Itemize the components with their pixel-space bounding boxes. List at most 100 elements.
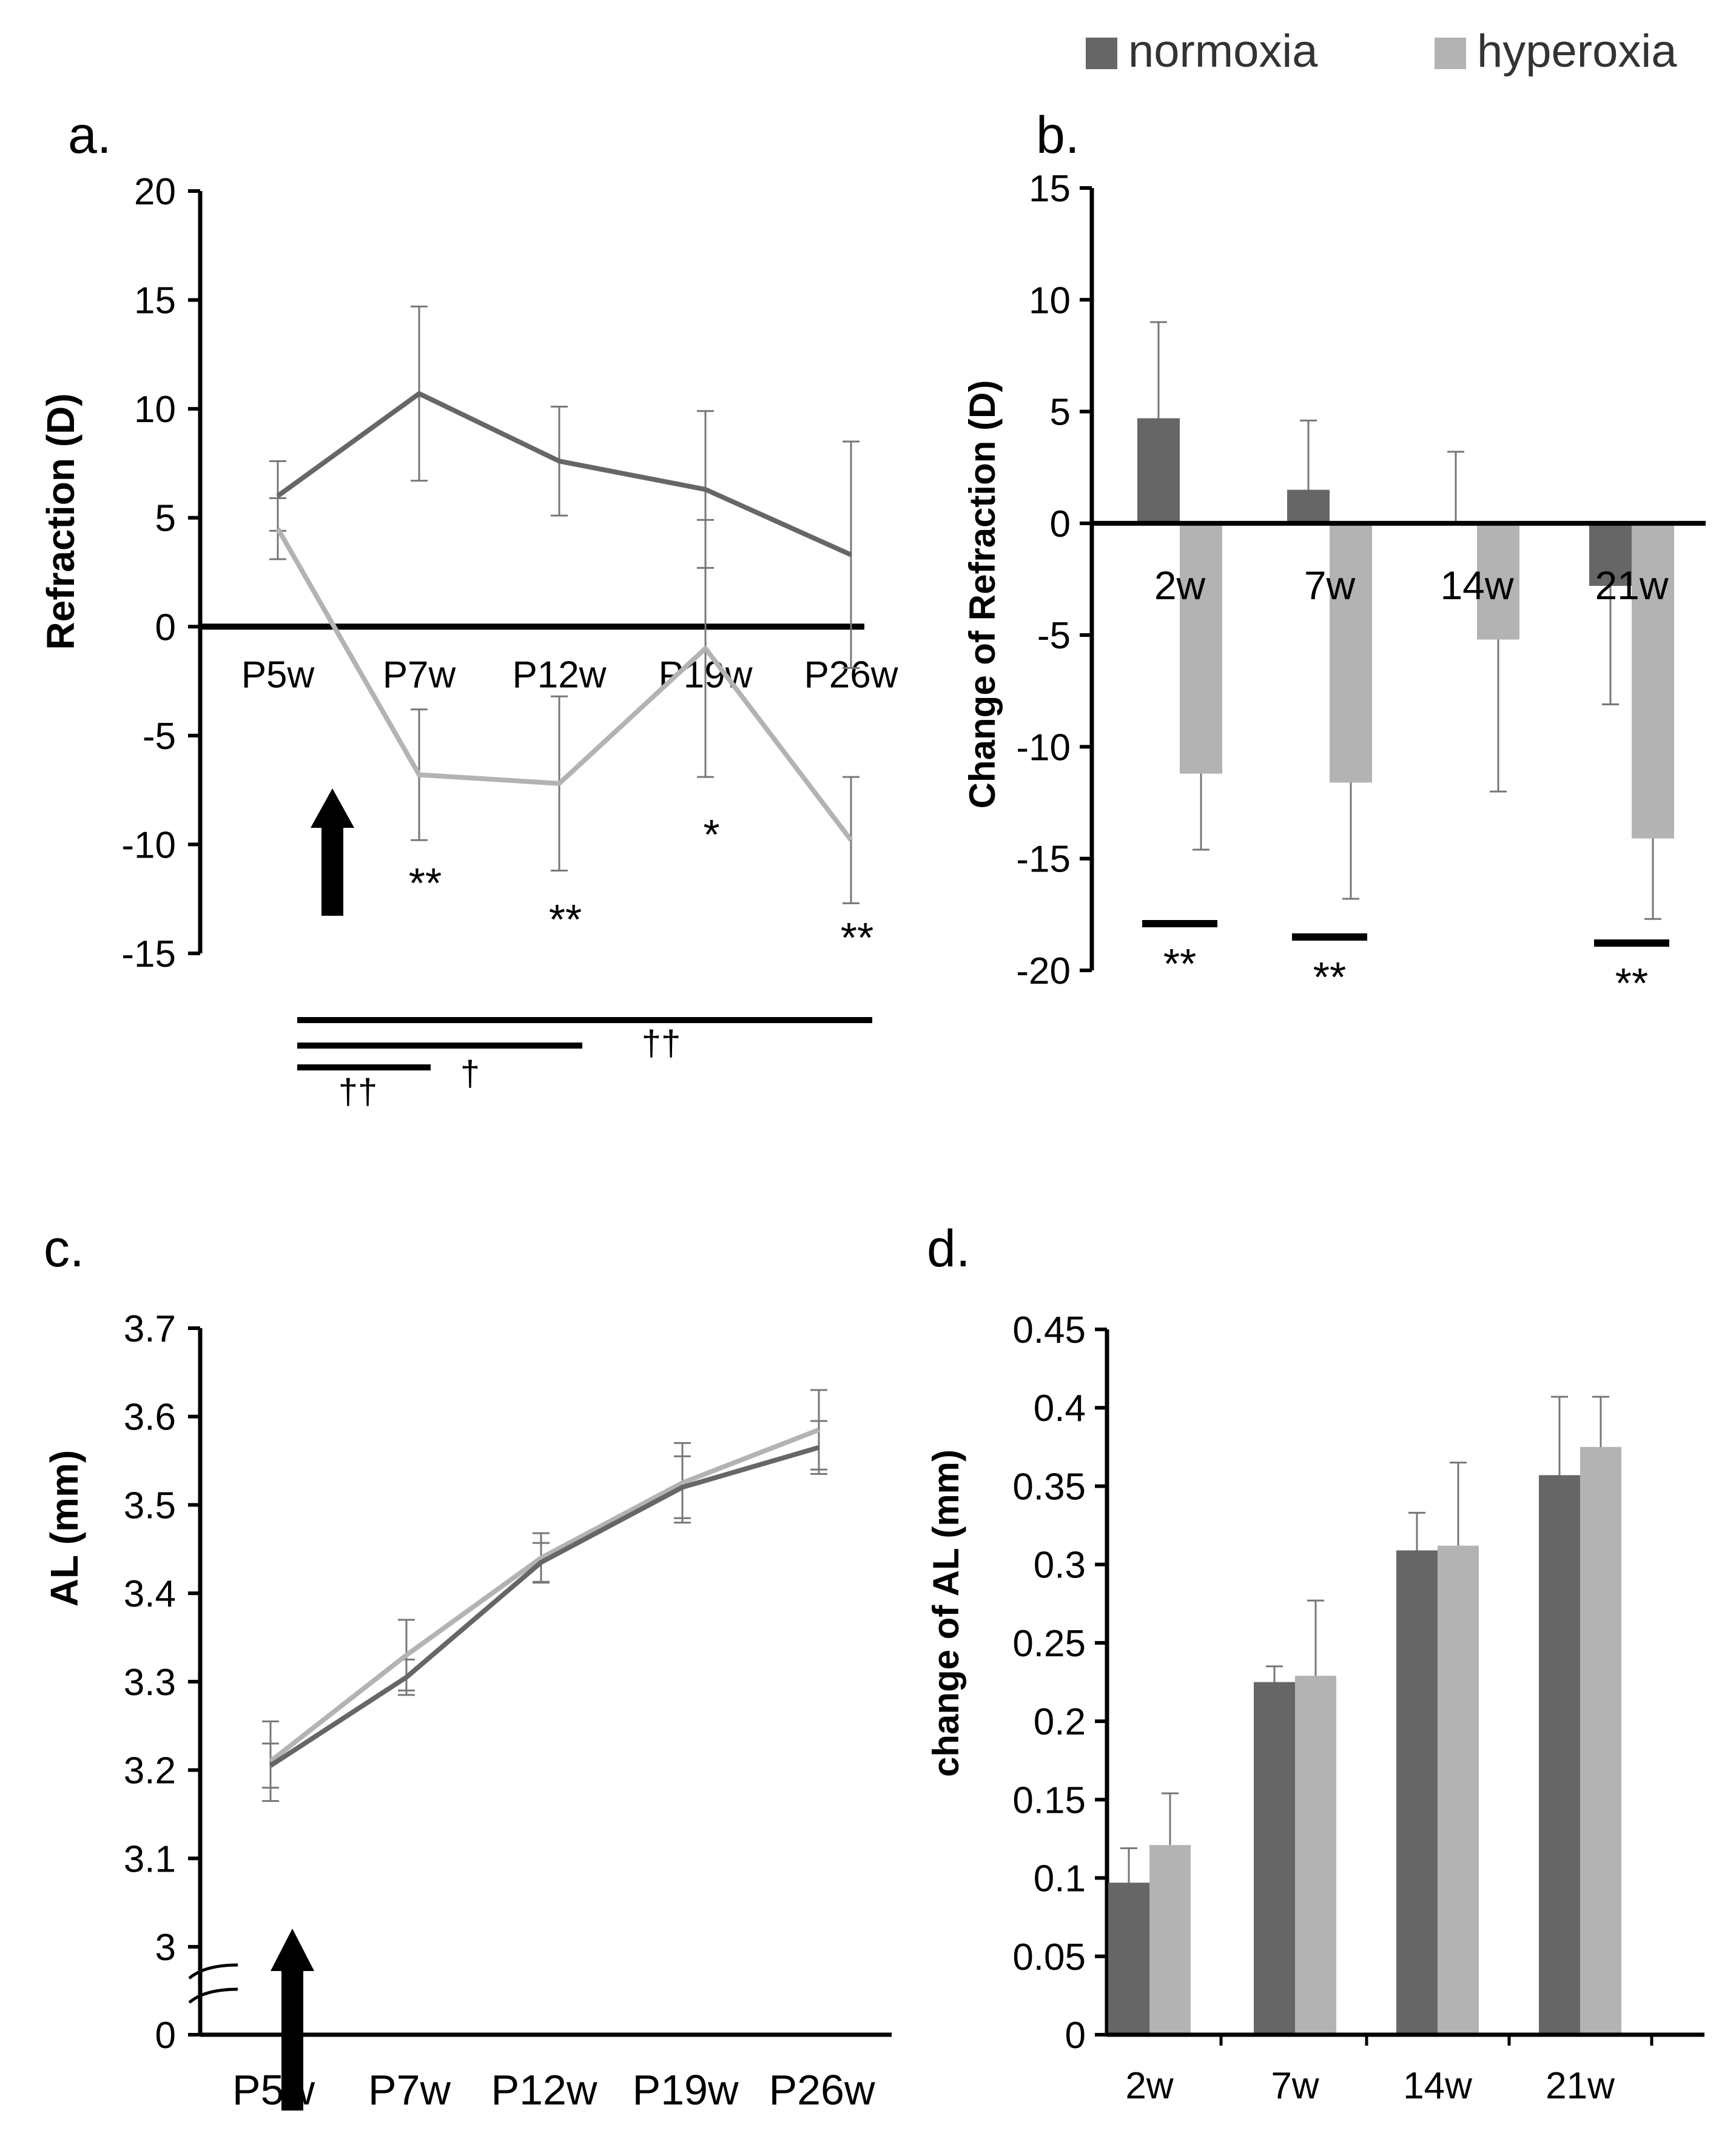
y-tick-label: 0.3 xyxy=(1034,1545,1086,1587)
y-tick-label: -15 xyxy=(1016,839,1071,881)
x-tick-label: P5w xyxy=(241,654,315,696)
x-tick-label: P7w xyxy=(368,2066,451,2114)
y-tick-label: 0.15 xyxy=(1012,1779,1086,1821)
y-tick-label: 0.25 xyxy=(1012,1623,1086,1665)
bracket-label: † xyxy=(460,1054,480,1093)
y-axis-title-c: AL (mm) xyxy=(42,1450,86,1607)
significance-marker: ** xyxy=(1163,940,1196,987)
y-tick-label: -5 xyxy=(1037,615,1071,657)
series-line-normoxia xyxy=(276,391,852,557)
x-tick-label: 2w xyxy=(1154,563,1206,608)
y-tick-label: 0.45 xyxy=(1012,1309,1086,1351)
x-tick-label: P12w xyxy=(512,654,606,696)
y-axis-title-d: change of AL (mm) xyxy=(926,1449,966,1777)
legend-swatch-hyperoxia xyxy=(1435,38,1466,69)
y-tick-label: 0.2 xyxy=(1034,1701,1086,1743)
bar-normoxia xyxy=(1396,1550,1438,2035)
x-tick-label: P12w xyxy=(491,2066,597,2114)
y-tick-label: 15 xyxy=(134,280,176,322)
x-tick-label: 7w xyxy=(1304,563,1356,608)
y-tick-label: 3.4 xyxy=(124,1573,176,1615)
significance-marker: ** xyxy=(549,896,582,943)
x-tick-label: P26w xyxy=(769,2066,875,2114)
x-tick-label: 7w xyxy=(1271,2065,1319,2107)
bar-normoxia xyxy=(1108,1882,1149,2035)
legend: normoxia hyperoxia xyxy=(1086,25,1677,77)
y-axis-title-a: Refraction (D) xyxy=(39,393,82,650)
y-tick-label: 3.2 xyxy=(124,1750,176,1792)
x-tick-label: 14w xyxy=(1440,563,1513,608)
bar-hyperoxia xyxy=(1180,523,1222,774)
y-tick-label: 3.5 xyxy=(124,1485,176,1526)
arrow-icon-head xyxy=(311,788,354,828)
y-tick-label: 0.1 xyxy=(1034,1858,1086,1900)
panel-label-b: b. xyxy=(1036,106,1080,164)
axis-break-mark xyxy=(188,1963,238,1980)
significance-marker: ** xyxy=(1615,959,1648,1007)
significance-marker: ** xyxy=(841,914,873,961)
y-tick-label: 0 xyxy=(1065,2015,1086,2057)
bar-normoxia xyxy=(1137,418,1180,523)
legend-swatch-normoxia xyxy=(1086,38,1117,69)
x-tick-label: 2w xyxy=(1125,2065,1173,2107)
y-tick-label: 0.35 xyxy=(1012,1466,1086,1508)
y-tick-label: 10 xyxy=(134,389,176,431)
series-line-normoxia xyxy=(269,1445,820,1768)
bar-normoxia xyxy=(1589,523,1632,586)
panel-d-change-of-axial-length-chart: 0.45 0.4 0.35 0.3 0.25 0.2 0.15 0.1 0.05 0 2w 7w 14w… xyxy=(1012,1309,1704,2107)
y-tick-label: 10 xyxy=(1029,280,1071,321)
arrow-icon-shaft xyxy=(281,1965,303,2111)
significance-marker: ** xyxy=(409,859,442,907)
y-tick-label: -20 xyxy=(1016,950,1071,992)
y-tick-label: 5 xyxy=(1050,392,1071,434)
x-tick-label: 21w xyxy=(1546,2065,1615,2107)
bar-hyperoxia xyxy=(1149,1845,1191,2035)
x-tick-label: P19w xyxy=(632,2066,739,2114)
bar-normoxia xyxy=(1539,1475,1580,2035)
bar-hyperoxia xyxy=(1580,1446,1621,2035)
bar-normoxia xyxy=(1254,1682,1295,2035)
bar-hyperoxia xyxy=(1438,1545,1479,2035)
y-tick-label: -10 xyxy=(121,824,176,866)
y-tick-label: 0 xyxy=(155,606,176,648)
y-tick-label: -10 xyxy=(1016,727,1071,768)
y-tick-label: 0 xyxy=(155,2015,176,2057)
legend-label-normoxia: normoxia xyxy=(1128,25,1318,77)
y-tick-label: 3.7 xyxy=(124,1308,176,1350)
y-tick-label: 5 xyxy=(155,498,176,540)
panel-label-d: d. xyxy=(927,1220,971,1278)
y-tick-label: 3 xyxy=(155,1927,176,1969)
panel-b-change-of-refraction-chart: 15 10 5 0 -5 -10 -15 -20 2w 7w 14w 21w ** ** ** xyxy=(1016,168,1706,1007)
x-tick-label: P7w xyxy=(383,654,456,696)
significance-marker: ** xyxy=(1313,953,1346,1001)
x-tick-label: 21w xyxy=(1595,563,1668,608)
bracket-label: †† xyxy=(642,1024,681,1063)
bar-hyperoxia xyxy=(1330,523,1372,783)
y-tick-label: 20 xyxy=(134,171,176,213)
y-tick-label: -5 xyxy=(143,716,176,757)
y-tick-label: 0.05 xyxy=(1012,1936,1086,1978)
y-tick-label: 3.6 xyxy=(124,1397,176,1439)
y-tick-label: 0 xyxy=(1050,503,1071,545)
series-line-hyperoxia xyxy=(269,1427,820,1764)
arrow-icon-shaft xyxy=(321,822,343,916)
legend-label-hyperoxia: hyperoxia xyxy=(1477,25,1677,77)
significance-marker: * xyxy=(703,811,719,858)
bar-hyperoxia xyxy=(1295,1676,1336,2035)
panel-label-c: c. xyxy=(44,1220,84,1278)
y-tick-label: 15 xyxy=(1029,168,1071,210)
axis-break-mark xyxy=(188,1987,238,2004)
bar-hyperoxia xyxy=(1477,523,1519,640)
bracket-label: †† xyxy=(338,1072,378,1112)
x-tick-label: 14w xyxy=(1403,2065,1472,2107)
y-tick-label: 3.1 xyxy=(124,1838,176,1880)
y-tick-label: 0.4 xyxy=(1034,1388,1086,1429)
y-tick-label: -15 xyxy=(121,933,176,975)
y-axis-title-b: Change of Refraction (D) xyxy=(962,380,1003,809)
bar-hyperoxia xyxy=(1632,523,1674,839)
series-line-hyperoxia xyxy=(275,527,853,842)
y-tick-label: 3.3 xyxy=(124,1662,176,1704)
